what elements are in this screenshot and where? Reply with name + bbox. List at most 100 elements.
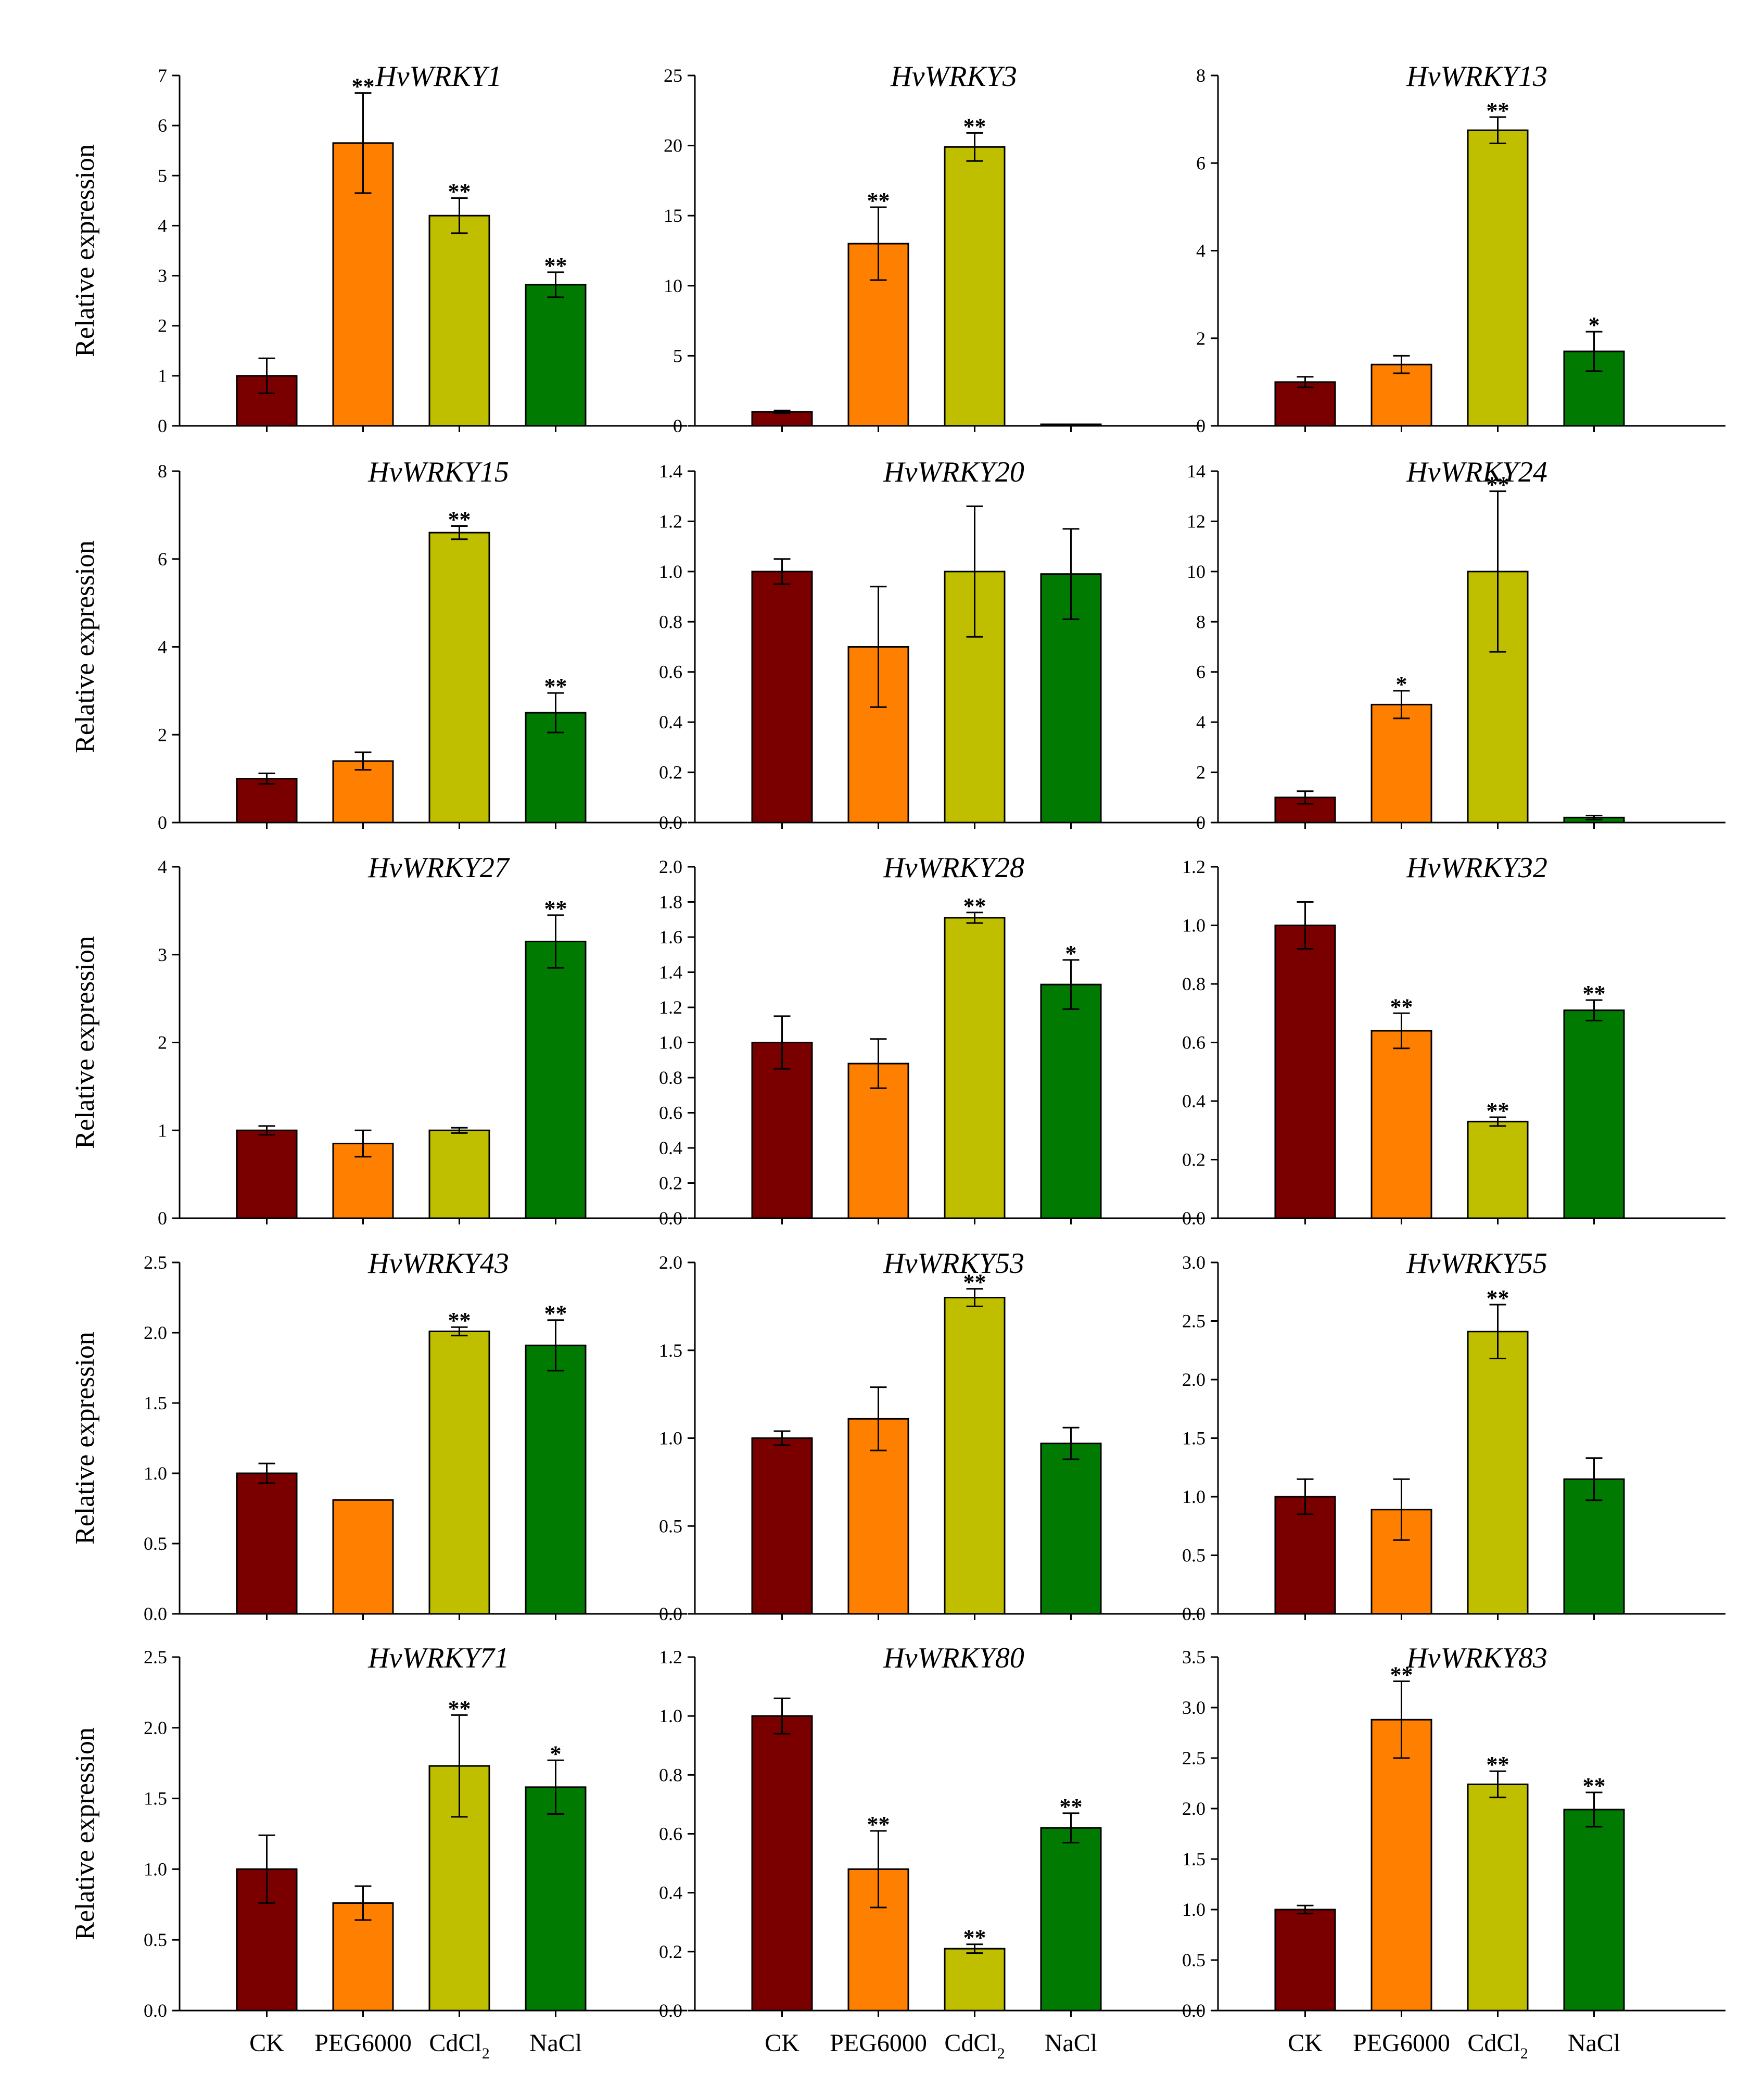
y-axis-label: Relative expression: [70, 144, 100, 357]
y-tick-label: 0.5: [659, 1515, 682, 1536]
y-tick-label: 0.8: [659, 1764, 682, 1785]
significance-mark: **: [1583, 981, 1606, 1006]
y-tick-label: 1.8: [659, 892, 682, 913]
y-tick-label: 6: [158, 115, 167, 136]
y-tick-label: 2.0: [144, 1717, 167, 1738]
significance-mark: **: [1060, 1794, 1083, 1819]
y-tick-label: 1.2: [659, 1647, 682, 1667]
bar-peg6000: [1370, 1030, 1432, 1219]
bar-peg6000: [332, 1902, 394, 2012]
y-tick-label: 0.5: [144, 1929, 167, 1950]
significance-mark: **: [448, 179, 471, 205]
significance-mark: *: [1396, 672, 1407, 697]
y-tick-label: 6: [1196, 662, 1205, 683]
y-tick-label: 1.5: [1182, 1849, 1205, 1869]
y-tick-label: 0.2: [1182, 1149, 1205, 1170]
y-tick-label: 2: [158, 1032, 167, 1053]
bar-ck: [1274, 1909, 1336, 2012]
y-tick-label: 8: [1196, 611, 1205, 632]
bar-nacl: [525, 284, 587, 427]
significance-mark: **: [352, 74, 375, 99]
y-tick-label: 3.0: [1182, 1252, 1205, 1273]
bar-cdcl2: [428, 532, 490, 824]
y-tick-label: 25: [664, 65, 682, 86]
significance-mark: **: [448, 1696, 471, 1721]
bar-cdcl2: [944, 917, 1006, 1219]
y-tick-label: 4: [158, 637, 167, 658]
y-tick-label: 0.6: [1182, 1032, 1205, 1053]
y-tick-label: 6: [1196, 153, 1205, 173]
significance-mark: **: [963, 1925, 986, 1951]
y-tick-label: 12: [1187, 511, 1205, 532]
panel-hvwrky83: 0.00.51.01.52.02.53.03.5******HvWRKY83CK…: [1182, 1642, 1725, 2062]
panel-title: HvWRKY1: [375, 60, 502, 93]
y-tick-label: 0.5: [144, 1533, 167, 1554]
y-tick-label: 4: [158, 215, 167, 236]
y-tick-label: 2.5: [144, 1252, 167, 1273]
x-category-label: CK: [765, 2029, 799, 2057]
y-tick-label: 0: [158, 812, 167, 833]
panel-hvwrky32: 0.0 0.2 0.4 0.6 0.8 1.0 1.2 ** ** ** HvWRKY32: [1182, 852, 1725, 1229]
y-tick-label: 4: [158, 856, 167, 877]
bar-ck: [751, 1437, 813, 1615]
y-tick-label: 0.2: [659, 1173, 682, 1194]
panel-title: HvWRKY20: [883, 456, 1024, 488]
panel-title: HvWRKY27: [367, 852, 510, 884]
bar-peg6000: [847, 1063, 909, 1219]
y-tick-label: 1: [158, 365, 167, 386]
bar-nacl: [1040, 1827, 1102, 2012]
x-category-label: PEG6000: [830, 2029, 927, 2057]
y-tick-label: 1: [158, 1120, 167, 1141]
significance-mark: **: [1487, 1285, 1509, 1311]
x-category-label: PEG6000: [314, 2029, 412, 2057]
y-tick-label: 1.0: [659, 561, 682, 582]
bar-cdcl2: [428, 214, 490, 427]
y-tick-label: 3: [158, 266, 167, 286]
bar-cdcl2: [1467, 1331, 1529, 1615]
bar-peg6000: [1370, 703, 1432, 824]
significance-mark: **: [963, 893, 986, 919]
significance-mark: **: [963, 1270, 986, 1295]
bar-nacl: [1563, 1809, 1625, 2012]
y-tick-label: 1.0: [1182, 1899, 1205, 1920]
y-tick-label: 0.5: [1182, 1950, 1205, 1970]
bar-ck: [236, 778, 298, 824]
y-tick-label: 2: [158, 724, 167, 745]
panel-hvwrky15: 0 2 4 6 8 ** ** HvWRKY15 Relative expression: [70, 456, 687, 833]
bar-nacl: [525, 712, 587, 824]
y-tick-label: 0.0: [659, 1603, 682, 1624]
x-category-label: NaCl: [529, 2029, 582, 2057]
bar-ck: [751, 1042, 813, 1219]
y-tick-label: 0: [158, 1208, 167, 1229]
y-tick-label: 1.5: [659, 1340, 682, 1361]
panel-title: HvWRKY71: [367, 1642, 509, 1674]
x-category-label: CdCl2: [944, 2029, 1005, 2062]
y-tick-label: 4: [1196, 241, 1205, 261]
significance-mark: *: [550, 1741, 562, 1766]
y-tick-label: 0: [1196, 415, 1205, 436]
y-tick-label: 0: [158, 415, 167, 436]
y-tick-label: 0.4: [1182, 1091, 1205, 1111]
panel-hvwrky80: 0.0 0.2 0.4 0.6 0.8 1.0 1.2 ** ** ** HvWRKY80 CK PEG…: [659, 1642, 1202, 2062]
bar-nacl: [1040, 983, 1102, 1219]
significance-mark: **: [867, 1812, 890, 1837]
significance-mark: **: [1390, 994, 1413, 1019]
y-tick-label: 1.4: [659, 461, 682, 482]
y-tick-label: 1.5: [144, 1788, 167, 1809]
bar-ck: [1274, 1496, 1336, 1615]
bar-peg6000: [1370, 1718, 1432, 2012]
significance-mark: **: [544, 1301, 567, 1326]
bar-nacl: [1563, 1478, 1625, 1615]
y-tick-label: 0: [673, 415, 682, 436]
y-tick-label: 1.5: [1182, 1428, 1205, 1449]
bar-peg6000: [847, 1418, 909, 1615]
bar-cdcl2: [944, 1948, 1006, 2012]
panel-title: HvWRKY13: [1406, 60, 1547, 93]
y-tick-label: 1.0: [1182, 1486, 1205, 1507]
bar-peg6000: [332, 760, 394, 824]
y-tick-label: 0.6: [659, 1103, 682, 1123]
y-tick-label: 2.0: [1182, 1798, 1205, 1819]
y-tick-label: 0.2: [659, 1941, 682, 1962]
panel-title: HvWRKY32: [1406, 852, 1547, 884]
